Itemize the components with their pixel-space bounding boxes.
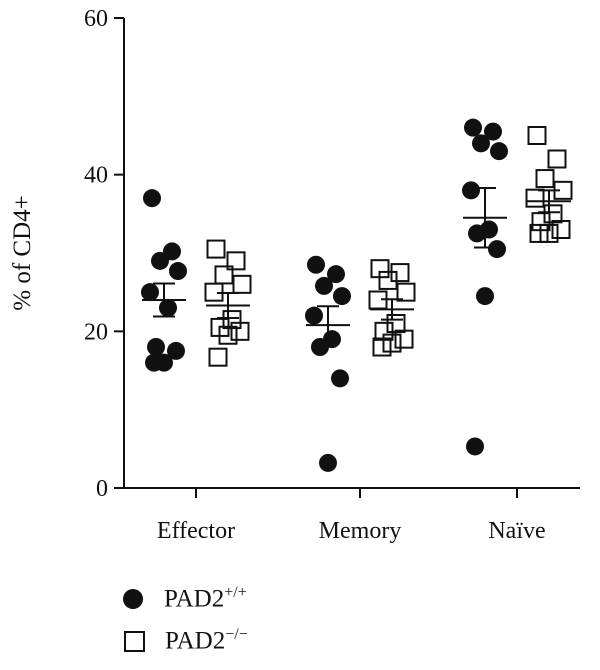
y-tick-label: 60 [84, 6, 108, 32]
x-tick-label: Memory [319, 518, 402, 544]
data-point-open-square [230, 321, 250, 341]
data-point-filled-circle [143, 189, 161, 208]
data-point-open-square [218, 325, 238, 345]
x-tick-label: Effector [157, 518, 235, 544]
data-point-open-square [208, 347, 228, 367]
data-point-filled-circle [333, 287, 351, 306]
legend-series-name: PAD2 [164, 585, 225, 613]
data-point-filled-circle [331, 369, 349, 388]
y-axis: 0 20 40 60 [84, 6, 125, 502]
data-point-filled-circle [315, 276, 333, 295]
open-square-icon [124, 630, 145, 652]
data-point-filled-circle [169, 262, 187, 281]
legend-superscript: +/+ [224, 584, 247, 602]
legend-item-wildtype: PAD2+/+ [120, 578, 248, 620]
y-tick-label: 0 [96, 476, 108, 502]
data-point-filled-circle [305, 306, 323, 325]
data-point-filled-circle [147, 338, 165, 356]
data-point-filled-circle [472, 134, 490, 153]
y-tick-label: 20 [84, 319, 108, 345]
legend-item-knockout: PAD2−/− [120, 620, 248, 662]
data-point-open-square [525, 188, 545, 208]
data-point-filled-circle [151, 251, 169, 270]
data-point-filled-circle [167, 341, 185, 360]
data-point-open-square [226, 251, 246, 271]
data-point-open-square [378, 270, 398, 290]
legend-series-name: PAD2 [165, 627, 226, 655]
data-point-filled-circle [490, 142, 508, 161]
data-point-open-square [368, 290, 388, 310]
data-point-filled-circle [464, 118, 482, 137]
data-point-open-square [547, 149, 567, 169]
data-point-filled-circle [145, 353, 163, 372]
data-point-open-square [232, 274, 252, 294]
data-point-filled-circle [327, 265, 345, 284]
data-point-open-square [551, 220, 571, 239]
data-point-open-square [394, 329, 414, 349]
plot-marks [141, 118, 573, 472]
data-point-filled-circle [476, 287, 494, 306]
data-point-open-square [206, 239, 226, 259]
data-point-filled-circle [311, 338, 329, 356]
y-axis-label: % of CD4+ [9, 195, 36, 310]
data-point-open-square [382, 333, 402, 353]
filled-circle-icon [123, 589, 143, 609]
x-tick-label: Naïve [488, 518, 545, 544]
data-point-open-square [529, 223, 549, 243]
data-point-filled-circle [159, 298, 177, 317]
data-point-filled-circle [488, 240, 506, 259]
data-point-open-square [204, 282, 224, 302]
y-tick-label: 40 [84, 163, 108, 189]
data-point-filled-circle [466, 437, 484, 456]
data-point-filled-circle [468, 224, 486, 243]
data-point-open-square [372, 337, 392, 357]
legend-label-knockout: PAD2−/− [165, 626, 248, 655]
legend-label-wildtype: PAD2+/+ [164, 584, 247, 613]
data-point-open-square [553, 180, 573, 200]
data-point-open-square [527, 126, 547, 145]
data-point-filled-circle [462, 181, 480, 200]
data-point-open-square [396, 282, 416, 302]
data-point-filled-circle [141, 283, 159, 302]
data-point-open-square [535, 169, 555, 189]
data-point-filled-circle [307, 255, 325, 274]
x-axis: Effector Memory Naïve [124, 487, 580, 544]
data-point-filled-circle [484, 122, 502, 141]
legend-superscript: −/− [225, 626, 248, 644]
data-point-filled-circle [319, 453, 337, 472]
data-point-open-square [539, 223, 559, 243]
legend: PAD2+/+ PAD2−/− [120, 578, 248, 662]
